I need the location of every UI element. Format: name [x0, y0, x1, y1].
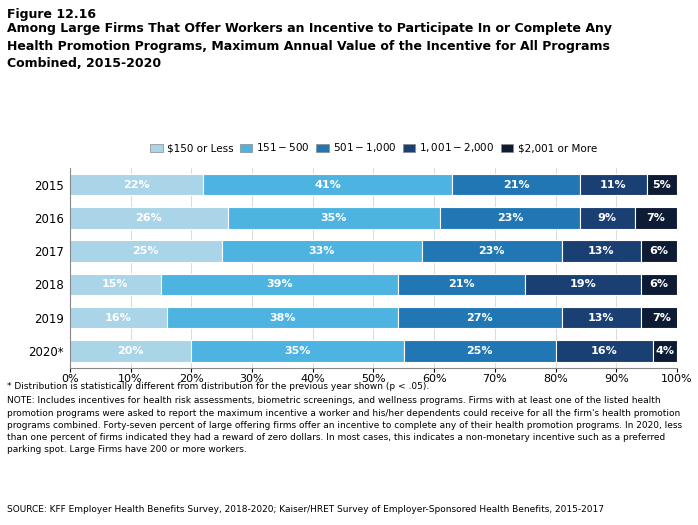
Bar: [70, 307, 167, 329]
Bar: [562, 240, 641, 262]
Bar: [422, 240, 562, 262]
Text: 21%: 21%: [503, 180, 530, 190]
Text: 39%: 39%: [266, 279, 292, 289]
Text: 5%: 5%: [653, 180, 671, 190]
Bar: [646, 174, 677, 195]
Bar: [398, 307, 562, 329]
Text: Figure 12.16: Figure 12.16: [7, 8, 96, 21]
Text: 16%: 16%: [591, 346, 618, 356]
Bar: [580, 174, 646, 195]
Bar: [404, 340, 556, 362]
Bar: [634, 207, 677, 229]
Bar: [580, 207, 634, 229]
Text: 6%: 6%: [649, 246, 669, 256]
Text: 16%: 16%: [105, 312, 132, 323]
Bar: [556, 340, 653, 362]
Text: 20%: 20%: [117, 346, 144, 356]
Text: 6%: 6%: [649, 279, 669, 289]
Text: 41%: 41%: [315, 180, 341, 190]
Bar: [525, 274, 641, 295]
Text: 25%: 25%: [133, 246, 159, 256]
Text: 23%: 23%: [479, 246, 505, 256]
Text: 7%: 7%: [653, 312, 671, 323]
Text: NOTE: Includes incentives for health risk assessments, biometric screenings, and: NOTE: Includes incentives for health ris…: [7, 396, 682, 454]
Text: 35%: 35%: [321, 213, 347, 223]
Text: 4%: 4%: [655, 346, 674, 356]
Text: 27%: 27%: [466, 312, 493, 323]
Text: 33%: 33%: [309, 246, 335, 256]
Bar: [191, 340, 403, 362]
Bar: [222, 240, 422, 262]
Bar: [203, 174, 452, 195]
Bar: [641, 274, 677, 295]
Text: 23%: 23%: [497, 213, 524, 223]
Text: 13%: 13%: [588, 312, 614, 323]
Text: 22%: 22%: [124, 180, 150, 190]
Bar: [653, 340, 677, 362]
Text: * Distribution is statistically different from distribution for the previous yea: * Distribution is statistically differen…: [7, 382, 429, 391]
Bar: [562, 307, 641, 329]
Bar: [70, 240, 222, 262]
Bar: [452, 174, 580, 195]
Bar: [70, 174, 203, 195]
Text: 19%: 19%: [570, 279, 596, 289]
Bar: [440, 207, 580, 229]
Text: 15%: 15%: [102, 279, 128, 289]
Text: 25%: 25%: [466, 346, 493, 356]
Text: 35%: 35%: [284, 346, 311, 356]
Bar: [398, 274, 525, 295]
Bar: [70, 207, 228, 229]
Bar: [167, 307, 398, 329]
Text: Among Large Firms That Offer Workers an Incentive to Participate In or Complete : Among Large Firms That Offer Workers an …: [7, 22, 612, 70]
Bar: [70, 274, 161, 295]
Bar: [70, 340, 191, 362]
Bar: [641, 240, 677, 262]
Text: 38%: 38%: [269, 312, 295, 323]
Text: 9%: 9%: [597, 213, 617, 223]
Bar: [161, 274, 398, 295]
Text: 21%: 21%: [448, 279, 475, 289]
Text: 13%: 13%: [588, 246, 614, 256]
Text: SOURCE: KFF Employer Health Benefits Survey, 2018-2020; Kaiser/HRET Survey of Em: SOURCE: KFF Employer Health Benefits Sur…: [7, 505, 604, 514]
Text: 26%: 26%: [135, 213, 162, 223]
Legend: $150 or Less, $151 - $500, $501 - $1,000, $1,001 - $2,000, $2,001 or More: $150 or Less, $151 - $500, $501 - $1,000…: [146, 138, 601, 159]
Text: 7%: 7%: [646, 213, 665, 223]
Text: 11%: 11%: [600, 180, 627, 190]
Bar: [641, 307, 683, 329]
Bar: [228, 207, 440, 229]
